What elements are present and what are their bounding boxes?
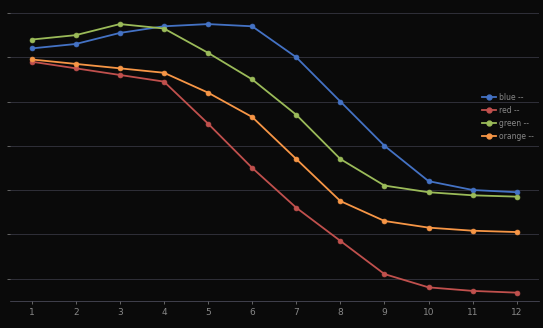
Legend: blue --, red --, green --, orange --: blue --, red --, green --, orange -- [480, 91, 535, 143]
